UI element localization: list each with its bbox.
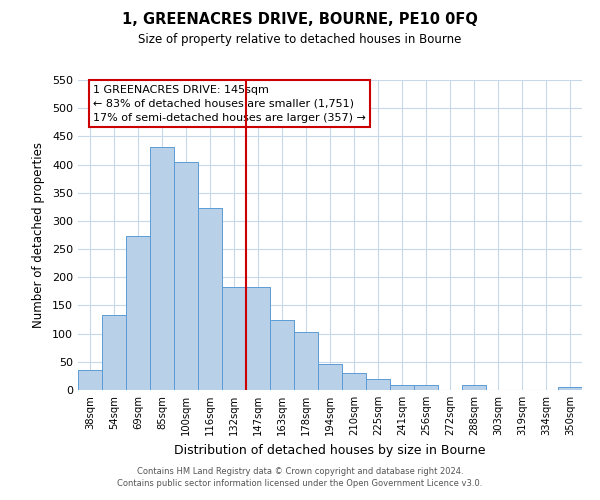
Bar (78, 370, 102, 390)
Bar (342, 373, 366, 390)
Bar (102, 315, 126, 390)
Bar (462, 386, 486, 390)
Bar (558, 387, 582, 390)
Bar (390, 386, 414, 390)
Y-axis label: Number of detached properties: Number of detached properties (32, 142, 45, 328)
Bar (270, 320, 294, 390)
Text: Size of property relative to detached houses in Bourne: Size of property relative to detached ho… (139, 32, 461, 46)
Bar (174, 162, 198, 390)
Text: 1, GREENACRES DRIVE, BOURNE, PE10 0FQ: 1, GREENACRES DRIVE, BOURNE, PE10 0FQ (122, 12, 478, 28)
Bar (150, 146, 174, 390)
Bar (126, 236, 150, 390)
Bar (414, 386, 438, 390)
Bar (222, 288, 246, 390)
Bar (198, 208, 222, 390)
Bar (366, 378, 390, 390)
Text: Contains HM Land Registry data © Crown copyright and database right 2024.
Contai: Contains HM Land Registry data © Crown c… (118, 466, 482, 487)
Bar (246, 287, 270, 390)
X-axis label: Distribution of detached houses by size in Bourne: Distribution of detached houses by size … (174, 444, 486, 456)
Bar (318, 364, 342, 390)
Text: 1 GREENACRES DRIVE: 145sqm
← 83% of detached houses are smaller (1,751)
17% of s: 1 GREENACRES DRIVE: 145sqm ← 83% of deta… (93, 84, 366, 122)
Bar (294, 332, 318, 390)
